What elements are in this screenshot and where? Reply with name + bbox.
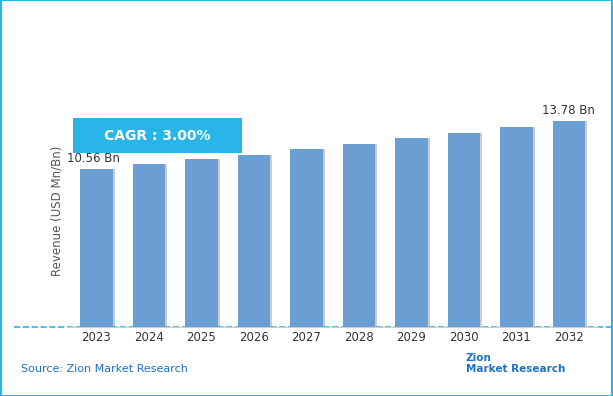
Bar — [345, 144, 377, 327]
Bar — [237, 154, 270, 327]
Text: Zion
Market Research: Zion Market Research — [466, 352, 565, 374]
Bar — [185, 160, 218, 327]
Bar — [290, 149, 322, 327]
Bar — [552, 121, 585, 327]
Y-axis label: Revenue (USD Mn/Bn): Revenue (USD Mn/Bn) — [50, 146, 63, 276]
Text: CAGR : 3.00%: CAGR : 3.00% — [104, 129, 211, 143]
Bar — [502, 127, 535, 327]
Bar — [555, 121, 587, 327]
Bar — [240, 154, 272, 327]
Bar — [500, 127, 533, 327]
Bar — [292, 149, 325, 327]
Bar — [135, 164, 167, 327]
Bar — [132, 164, 165, 327]
Bar — [449, 133, 482, 327]
Bar — [343, 144, 375, 327]
Bar — [82, 169, 115, 327]
FancyBboxPatch shape — [73, 118, 242, 153]
Text: 13.78 Bn: 13.78 Bn — [543, 104, 595, 117]
Bar — [80, 169, 113, 327]
Text: 10.56 Bn: 10.56 Bn — [67, 152, 120, 165]
Bar — [395, 138, 428, 327]
Bar — [447, 133, 480, 327]
Bar — [397, 138, 430, 327]
Text: Source: Zion Market Research: Source: Zion Market Research — [21, 364, 188, 374]
Text: Global Market Size, 2024-2032 (USD Billion): Global Market Size, 2024-2032 (USD Billi… — [145, 60, 468, 75]
Text: Automated Container Terminal Market,: Automated Container Terminal Market, — [109, 20, 504, 38]
Bar — [187, 160, 219, 327]
